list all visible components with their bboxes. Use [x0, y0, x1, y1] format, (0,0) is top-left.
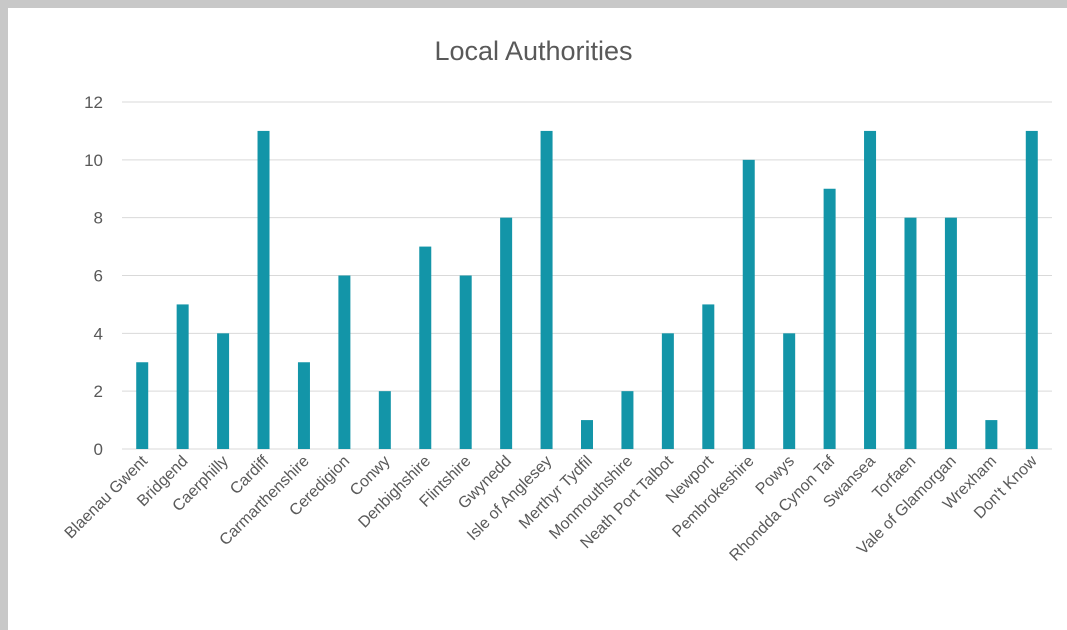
- bar: [783, 333, 796, 449]
- y-tick-label: 4: [94, 324, 103, 343]
- y-tick-label: 12: [84, 93, 103, 112]
- bar: [944, 217, 957, 449]
- bar: [297, 362, 310, 449]
- bar: [500, 217, 513, 449]
- bar: [136, 362, 149, 449]
- bar: [702, 304, 715, 449]
- bar: [661, 333, 674, 449]
- y-tick-label: 6: [94, 267, 103, 286]
- bar: [176, 304, 189, 449]
- bar: [823, 188, 836, 449]
- bar: [621, 391, 634, 449]
- bar: [540, 130, 553, 449]
- chart-title: Local Authorities: [434, 36, 633, 66]
- bar: [419, 246, 432, 449]
- bar: [338, 275, 351, 449]
- bar: [1025, 130, 1038, 449]
- y-tick-label: 0: [94, 440, 103, 459]
- bar: [378, 391, 391, 449]
- bar: [217, 333, 230, 449]
- bar: [459, 275, 472, 449]
- bar: [581, 420, 593, 449]
- y-tick-label: 10: [84, 151, 103, 170]
- y-tick-label: 2: [94, 382, 103, 401]
- y-tick-label: 8: [94, 209, 103, 228]
- bar: [257, 130, 270, 449]
- bar: [904, 217, 917, 449]
- bar: [742, 159, 755, 450]
- bar: [985, 420, 998, 449]
- bar: [864, 130, 877, 449]
